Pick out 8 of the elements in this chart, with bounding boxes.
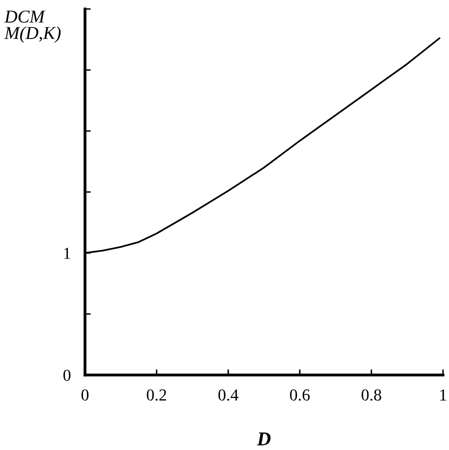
y-axis-title: DCM M(D,K) — [4, 10, 61, 43]
x-axis-title: D — [256, 432, 271, 446]
x-tick-label: 0.4 — [218, 389, 238, 401]
x-tick-label: 1 — [440, 389, 446, 400]
x-tick-label: 0 — [81, 389, 89, 401]
x-tick-label: 0.2 — [146, 389, 166, 401]
x-tick-label: 0.6 — [290, 389, 310, 401]
x-tick-label: 0.8 — [362, 389, 382, 401]
